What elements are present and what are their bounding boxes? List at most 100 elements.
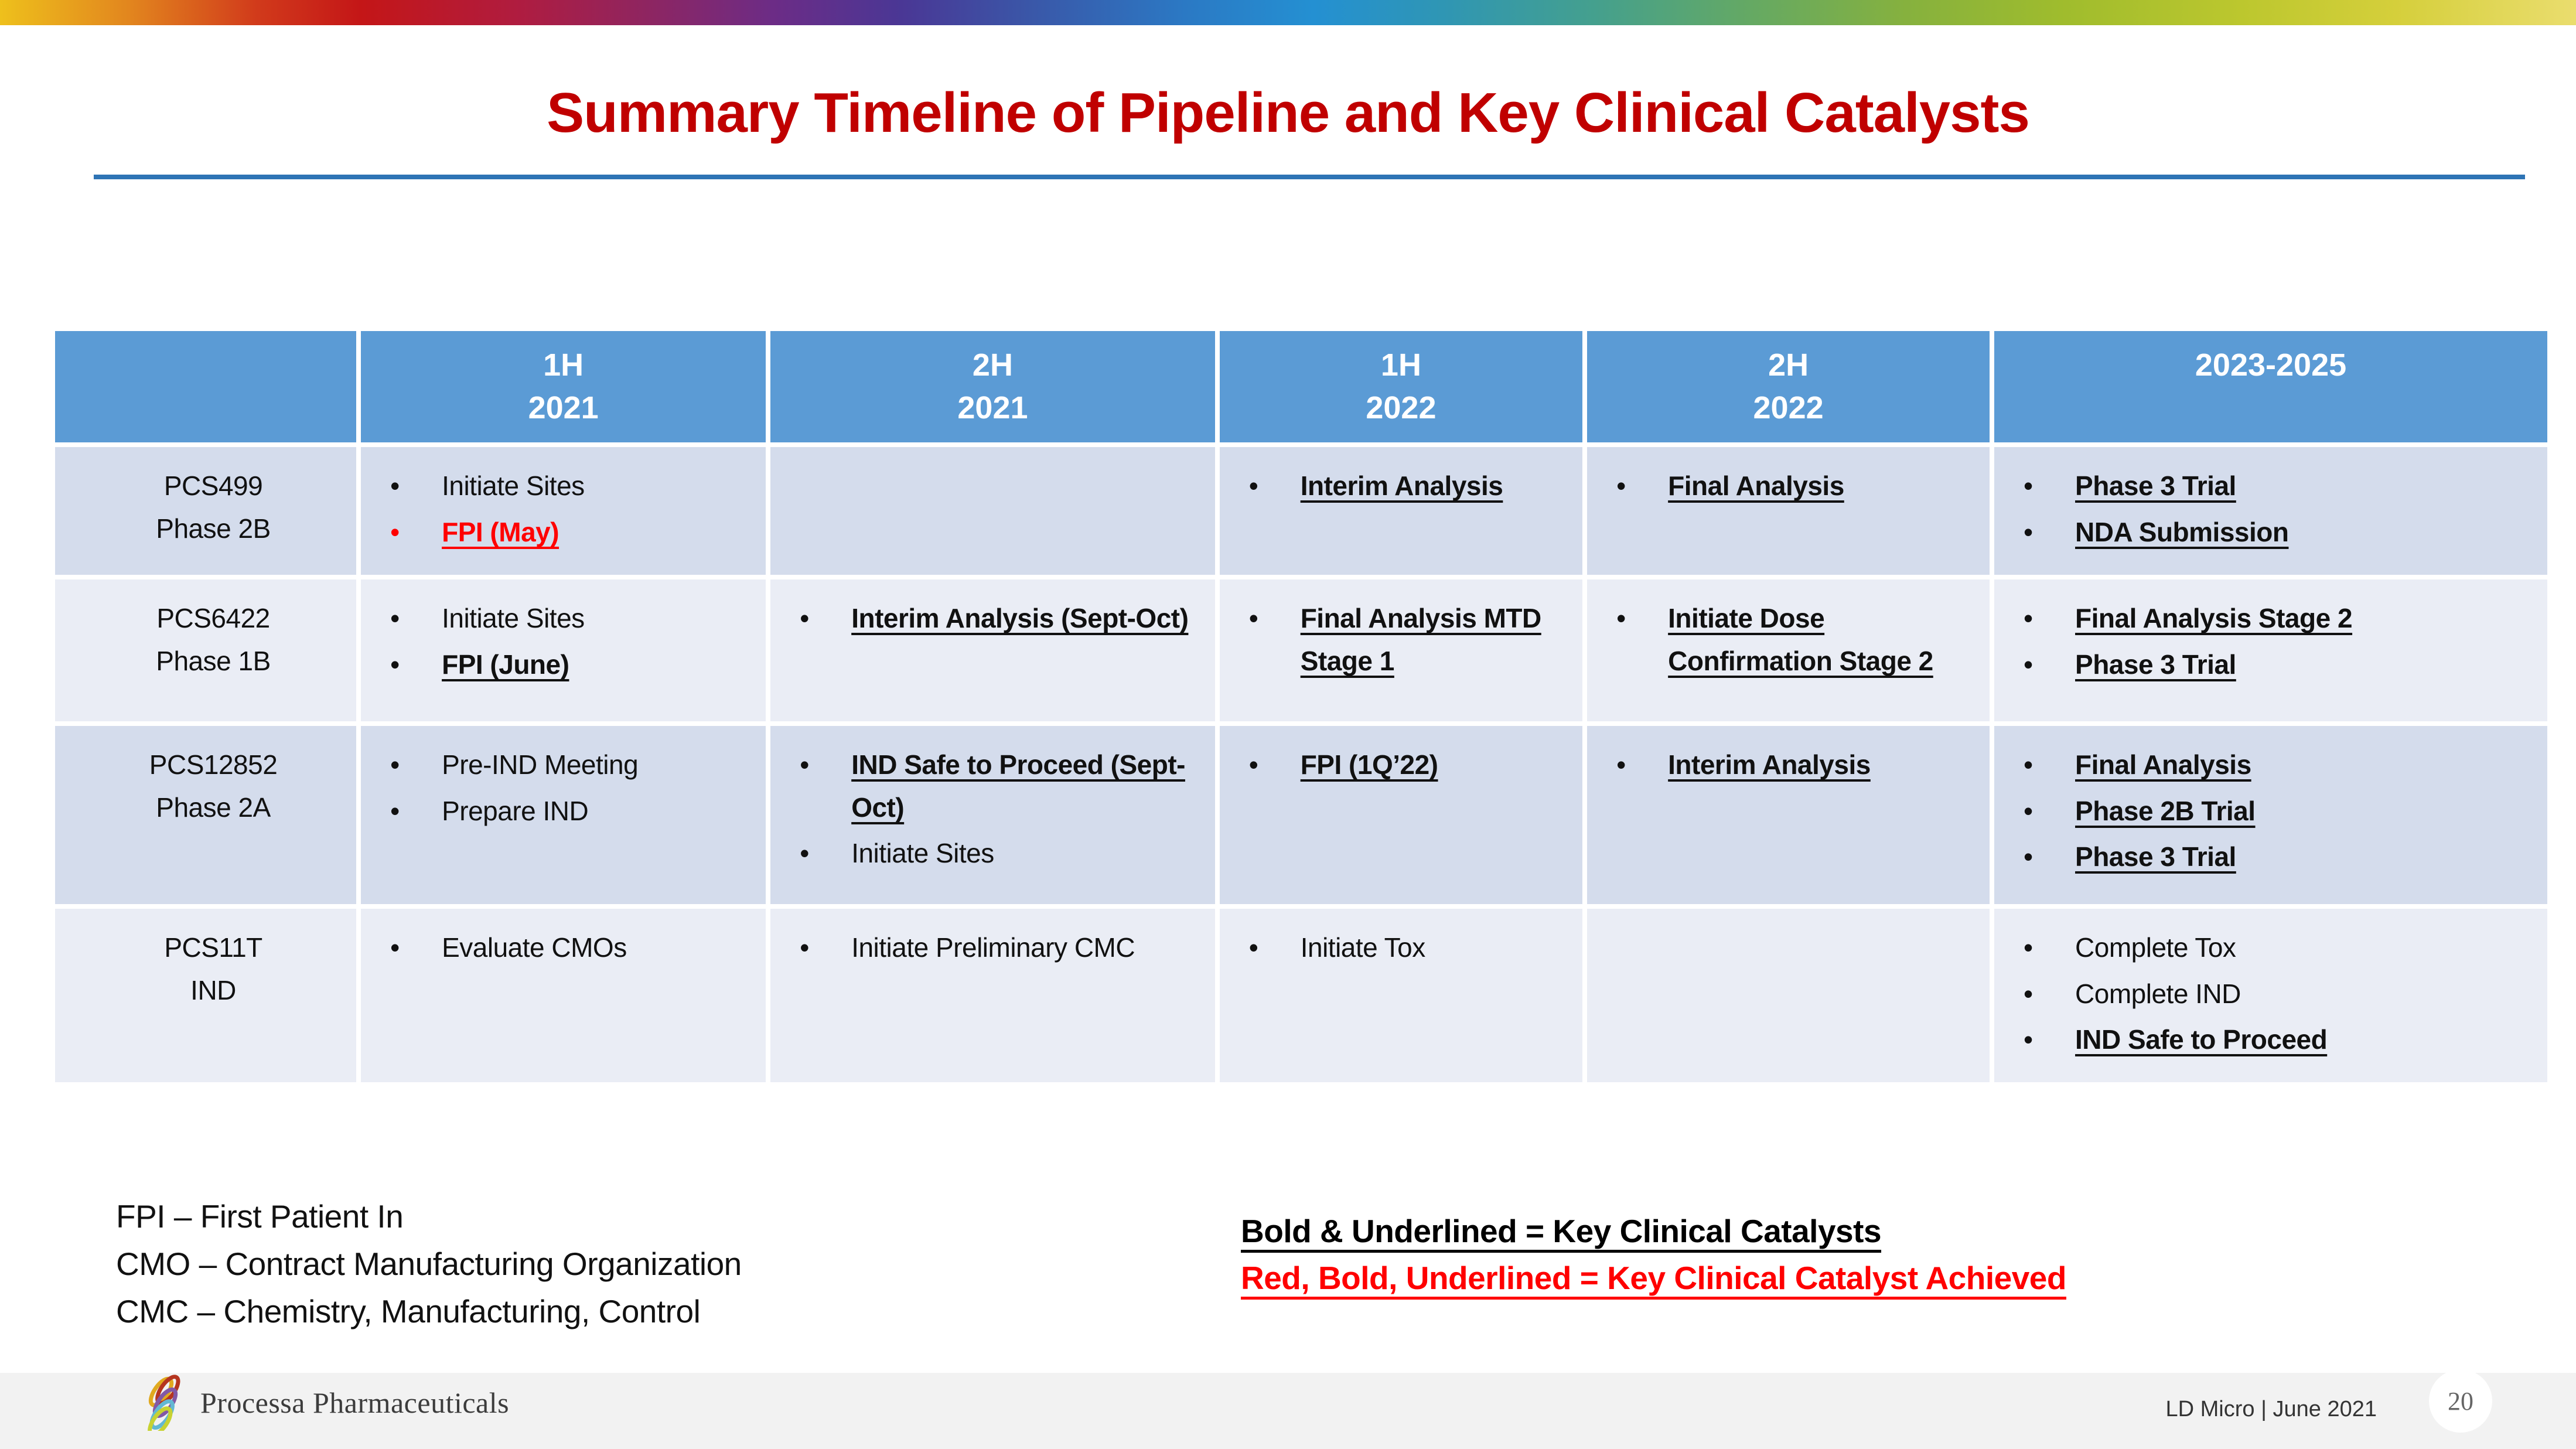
bullet-icon [390, 790, 442, 833]
bullet-icon [800, 832, 851, 875]
timeline-item: Interim Analysis [1616, 744, 1975, 786]
header-cell-1h-2022: 1H 2022 [1219, 331, 1583, 442]
page-number-badge: 20 [2429, 1369, 2492, 1433]
table-header-row: 1H 2021 2H 2021 1H 2022 2H 2022 2023-2025 [55, 331, 2547, 442]
company-logo-text: Processa Pharmaceuticals [200, 1386, 510, 1419]
bullet-icon [1249, 465, 1301, 507]
bullet-icon [2024, 643, 2075, 686]
timeline-item: Final Analysis [2024, 744, 2533, 786]
bullet-icon [2024, 836, 2075, 878]
timeline-item: FPI (1Q’22) [1249, 744, 1568, 786]
timeline-cell [1587, 909, 1990, 1083]
timeline-item: Final Analysis Stage 2 [2024, 597, 2533, 640]
timeline-item: Initiate Sites [390, 597, 752, 640]
bullet-icon [2024, 973, 2075, 1015]
timeline-item: Initiate Sites [800, 832, 1201, 875]
timeline-cell: IND Safe to Proceed (Sept-Oct) Initiate … [770, 726, 1215, 904]
bullet-icon [1249, 597, 1301, 682]
timeline-item: Final Analysis [1616, 465, 1975, 507]
bullet-icon [1249, 926, 1301, 969]
table-row-pcs6422: PCS6422 Phase 1B Initiate Sites FPI (Jun… [55, 579, 2547, 721]
timeline-item: Initiate Sites [390, 465, 752, 507]
bullet-icon [1249, 744, 1301, 786]
timeline-item: Complete IND [2024, 973, 2533, 1015]
timeline-item: Complete Tox [2024, 926, 2533, 969]
rainbow-accent-bar [0, 0, 2576, 25]
bullet-icon [2024, 597, 2075, 640]
bullet-icon [390, 744, 442, 786]
header-cell-2023-2025: 2023-2025 [1994, 331, 2547, 442]
timeline-cell: Initiate Tox [1219, 909, 1583, 1083]
bullet-icon [800, 744, 851, 829]
bullet-icon [2024, 926, 2075, 969]
header-cell-2h-2021: 2H 2021 [770, 331, 1215, 442]
bullet-icon [2024, 744, 2075, 786]
table-row-pcs499: PCS499 Phase 2B Initiate Sites FPI (May)… [55, 447, 2547, 575]
timeline-cell: Phase 3 Trial NDA Submission [1994, 447, 2547, 575]
footnote-cmc: CMC – Chemistry, Manufacturing, Control [116, 1293, 701, 1329]
program-phase: Phase 2B [156, 513, 271, 544]
timeline-item: Phase 3 Trial [2024, 836, 2533, 878]
bullet-icon [2024, 1018, 2075, 1061]
timeline-item: Initiate Preliminary CMC [800, 926, 1201, 969]
program-name: PCS6422 [156, 603, 270, 633]
bullet-icon [2024, 465, 2075, 507]
timeline-item: Initiate Dose Confirmation Stage 2 [1616, 597, 1975, 682]
timeline-cell: Interim Analysis [1219, 447, 1583, 575]
timeline-item: Prepare IND [390, 790, 752, 833]
header-cell-blank [55, 331, 357, 442]
timeline-item: FPI (June) [390, 643, 752, 686]
table-row-pcs12852: PCS12852 Phase 2A Pre-IND Meeting Prepar… [55, 726, 2547, 904]
bullet-icon [390, 643, 442, 686]
bullet-icon [390, 465, 442, 507]
bullet-icon [800, 926, 851, 969]
program-name: PCS12852 [149, 749, 278, 780]
page-number: 20 [2448, 1386, 2473, 1416]
timeline-cell: Final Analysis Stage 2 Phase 3 Trial [1994, 579, 2547, 721]
timeline-cell: Evaluate CMOs [361, 909, 766, 1083]
bullet-icon [390, 511, 442, 554]
bullet-icon [2024, 511, 2075, 554]
timeline-cell: Initiate Preliminary CMC [770, 909, 1215, 1083]
program-cell: PCS499 Phase 2B [55, 447, 357, 575]
timeline-cell [770, 447, 1215, 575]
program-name: PCS499 [163, 471, 263, 501]
bullet-icon [1616, 597, 1668, 682]
timeline-cell: Final Analysis [1587, 447, 1990, 575]
bullet-icon [390, 597, 442, 640]
timeline-cell: Final Analysis MTD Stage 1 [1219, 579, 1583, 721]
table-row-pcs11t: PCS11T IND Evaluate CMOs Initiate Prelim… [55, 909, 2547, 1083]
timeline-item: Interim Analysis [1249, 465, 1568, 507]
header-cell-1h-2021: 1H 2021 [361, 331, 766, 442]
slide-title: Summary Timeline of Pipeline and Key Cli… [547, 81, 2030, 144]
footer-event-label: LD Micro | June 2021 [2165, 1397, 2377, 1421]
timeline-item: Phase 3 Trial [2024, 465, 2533, 507]
timeline-item: Final Analysis MTD Stage 1 [1249, 597, 1568, 682]
legend-catalyst-achieved: Red, Bold, Underlined = Key Clinical Cat… [1241, 1259, 2067, 1296]
timeline-item: Initiate Tox [1249, 926, 1568, 969]
bullet-icon [2024, 790, 2075, 833]
program-name: PCS11T [164, 932, 262, 963]
timeline-cell: FPI (1Q’22) [1219, 726, 1583, 904]
timeline-cell: Initiate Sites FPI (June) [361, 579, 766, 721]
timeline-item: Interim Analysis (Sept-Oct) [800, 597, 1201, 640]
legend-key-catalyst: Bold & Underlined = Key Clinical Catalys… [1241, 1213, 1882, 1249]
timeline-item: FPI (May) [390, 511, 752, 554]
timeline-cell: Final Analysis Phase 2B Trial Phase 3 Tr… [1994, 726, 2547, 904]
program-phase: Phase 1B [156, 645, 271, 676]
timeline-item: Pre-IND Meeting [390, 744, 752, 786]
abbreviation-footnotes: FPI – First Patient In CMO – Contract Ma… [116, 1193, 742, 1335]
legend: Bold & Underlined = Key Clinical Catalys… [1241, 1208, 2067, 1302]
timeline-item: Evaluate CMOs [390, 926, 752, 969]
program-phase: IND [190, 974, 236, 1005]
footnote-cmo: CMO – Contract Manufacturing Organizatio… [116, 1245, 742, 1282]
program-phase: Phase 2A [156, 792, 271, 823]
pipeline-timeline-table: 1H 2021 2H 2021 1H 2022 2H 2022 2023-2025 PC… [50, 326, 2552, 1087]
timeline-cell: Complete Tox Complete IND IND Safe to Pr… [1994, 909, 2547, 1083]
timeline-cell: Interim Analysis [1587, 726, 1990, 904]
processa-logo-icon [148, 1375, 180, 1431]
timeline-item: Phase 2B Trial [2024, 790, 2533, 833]
bullet-icon [1616, 465, 1668, 507]
program-cell: PCS11T IND [55, 909, 357, 1083]
